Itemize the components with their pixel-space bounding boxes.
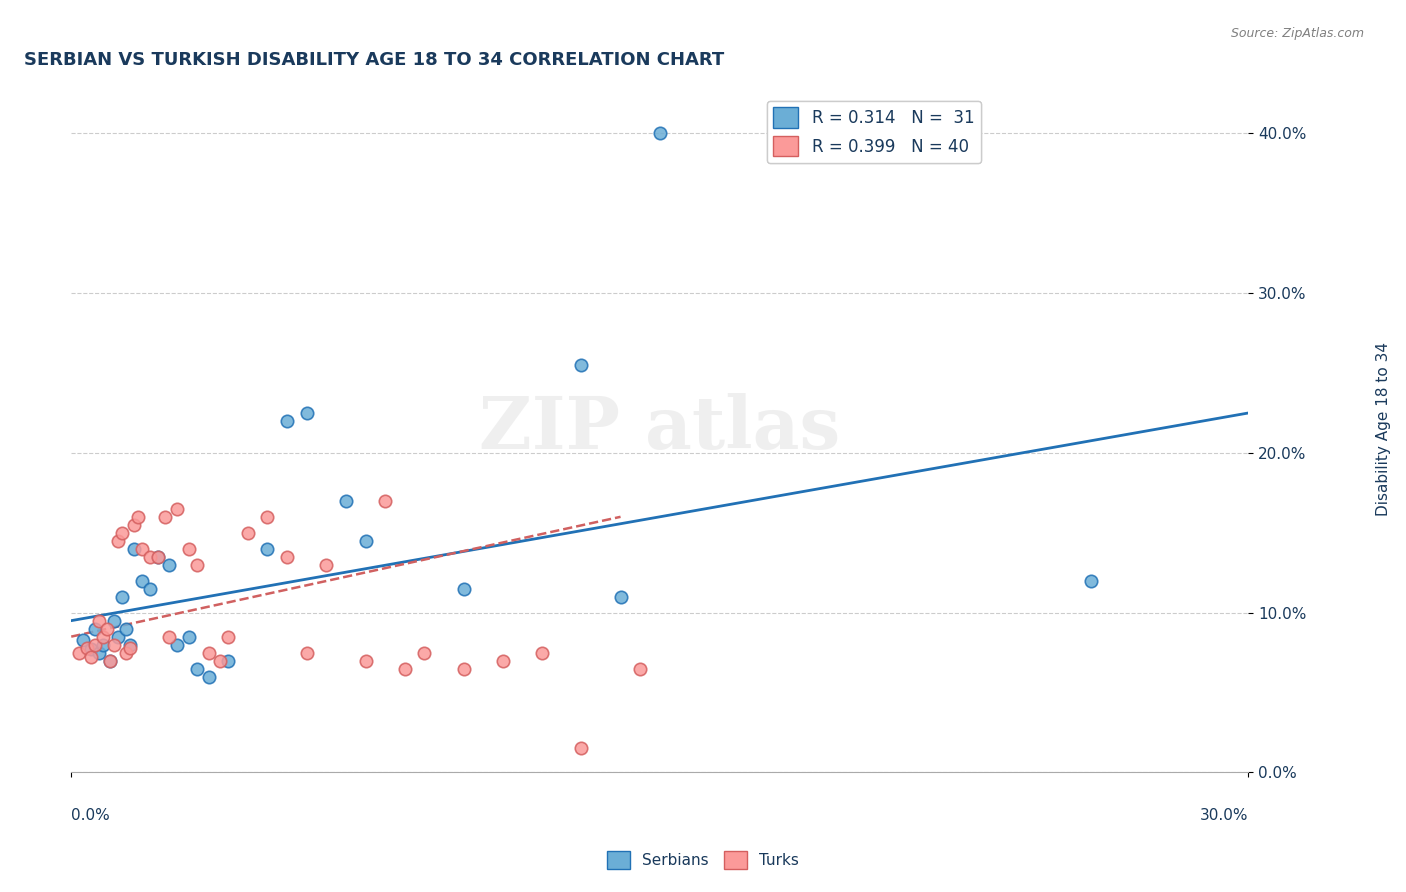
Point bbox=[131, 541, 153, 556]
Point bbox=[374, 493, 396, 508]
Text: SERBIAN VS TURKISH DISABILITY AGE 18 TO 34 CORRELATION CHART: SERBIAN VS TURKISH DISABILITY AGE 18 TO … bbox=[24, 51, 724, 69]
Point bbox=[609, 590, 631, 604]
Point bbox=[103, 614, 125, 628]
Point bbox=[197, 646, 219, 660]
Text: Source: ZipAtlas.com: Source: ZipAtlas.com bbox=[1230, 27, 1364, 40]
Point bbox=[531, 646, 554, 660]
Point bbox=[83, 638, 105, 652]
Point bbox=[492, 654, 515, 668]
Point bbox=[648, 127, 671, 141]
Point bbox=[354, 533, 377, 548]
Point bbox=[72, 632, 94, 647]
Point bbox=[107, 533, 129, 548]
Point bbox=[197, 669, 219, 683]
Point bbox=[107, 630, 129, 644]
Point bbox=[453, 662, 475, 676]
Point bbox=[177, 541, 200, 556]
Point bbox=[120, 638, 142, 652]
Point bbox=[80, 650, 103, 665]
Point bbox=[87, 646, 110, 660]
Point bbox=[177, 630, 200, 644]
Point bbox=[256, 509, 278, 524]
Point bbox=[217, 654, 239, 668]
Point bbox=[569, 358, 592, 372]
Point bbox=[276, 414, 298, 428]
Point bbox=[315, 558, 337, 572]
Point bbox=[120, 640, 142, 655]
Point bbox=[166, 501, 188, 516]
Point bbox=[628, 662, 651, 676]
Text: 0.0%: 0.0% bbox=[72, 808, 110, 823]
Point bbox=[209, 654, 232, 668]
Point bbox=[91, 630, 114, 644]
Point bbox=[166, 638, 188, 652]
Point bbox=[276, 549, 298, 564]
Point bbox=[256, 541, 278, 556]
Point bbox=[76, 640, 98, 655]
Point bbox=[354, 654, 377, 668]
Point bbox=[155, 509, 177, 524]
Point bbox=[100, 654, 122, 668]
Point bbox=[157, 630, 180, 644]
Text: 30.0%: 30.0% bbox=[1199, 808, 1249, 823]
Point bbox=[394, 662, 416, 676]
Point bbox=[83, 622, 105, 636]
Point bbox=[131, 574, 153, 588]
Point bbox=[100, 654, 122, 668]
Point bbox=[146, 549, 169, 564]
Point bbox=[186, 558, 208, 572]
Point bbox=[111, 525, 134, 540]
Point bbox=[115, 622, 138, 636]
Y-axis label: Disability Age 18 to 34: Disability Age 18 to 34 bbox=[1376, 342, 1391, 516]
Point bbox=[91, 638, 114, 652]
Point bbox=[67, 646, 90, 660]
Point bbox=[157, 558, 180, 572]
Point bbox=[295, 406, 318, 420]
Point bbox=[138, 549, 160, 564]
Point bbox=[453, 582, 475, 596]
Point bbox=[138, 582, 160, 596]
Point bbox=[87, 614, 110, 628]
Point bbox=[127, 509, 149, 524]
Point bbox=[1080, 574, 1102, 588]
Legend: R = 0.314   N =  31, R = 0.399   N = 40: R = 0.314 N = 31, R = 0.399 N = 40 bbox=[766, 101, 981, 163]
Point bbox=[146, 549, 169, 564]
Point bbox=[80, 642, 103, 657]
Point bbox=[295, 646, 318, 660]
Point bbox=[569, 741, 592, 756]
Point bbox=[96, 622, 118, 636]
Legend: Serbians, Turks: Serbians, Turks bbox=[600, 845, 806, 875]
Point bbox=[413, 646, 436, 660]
Point bbox=[335, 493, 357, 508]
Text: ZIP atlas: ZIP atlas bbox=[479, 393, 841, 465]
Point bbox=[122, 541, 145, 556]
Point bbox=[115, 646, 138, 660]
Point bbox=[111, 590, 134, 604]
Point bbox=[217, 630, 239, 644]
Point bbox=[186, 662, 208, 676]
Point bbox=[236, 525, 259, 540]
Point bbox=[122, 517, 145, 532]
Point bbox=[103, 638, 125, 652]
